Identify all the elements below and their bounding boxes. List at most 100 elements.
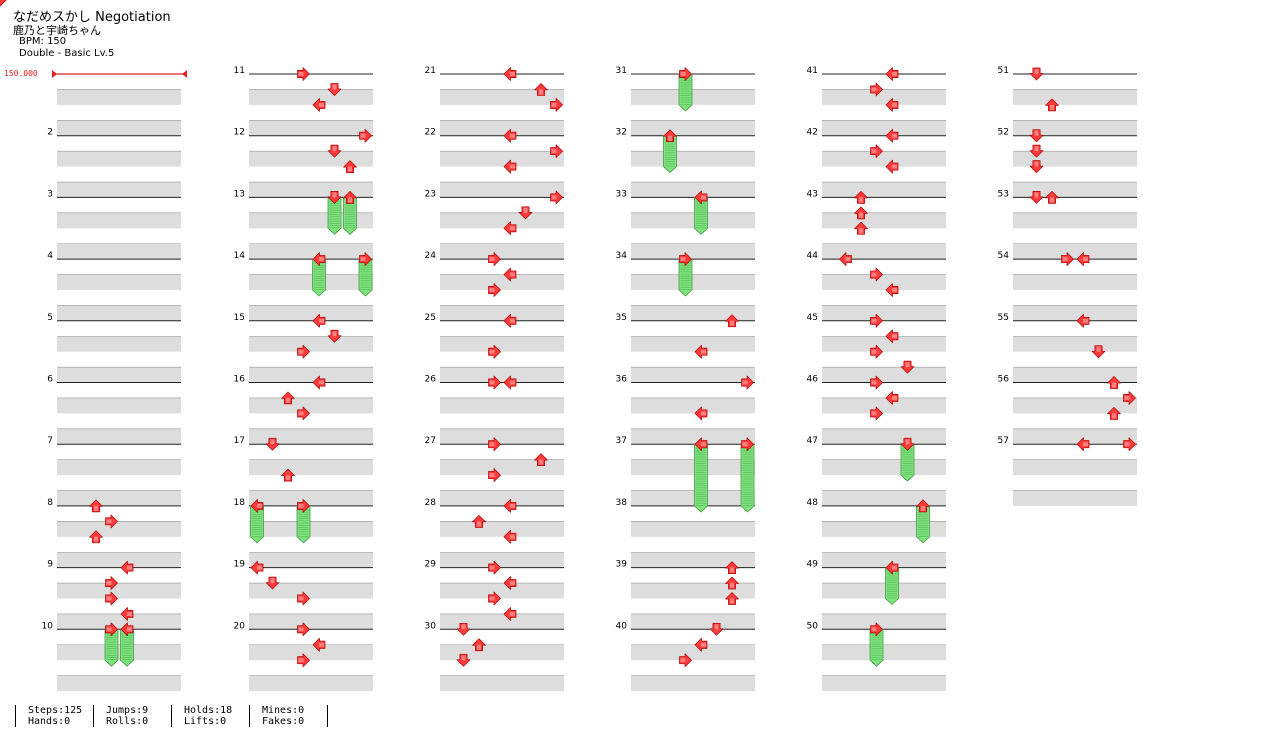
arrow-right-icon	[488, 591, 501, 606]
beat-row-band	[1013, 428, 1137, 445]
arrow-down-icon	[456, 622, 471, 636]
beat-row-band	[822, 552, 946, 568]
beat-row-band	[57, 675, 181, 692]
arrow-right-icon	[488, 252, 501, 266]
beat-row-band	[631, 552, 755, 568]
arrow-left-icon	[503, 128, 517, 143]
beat-row-band	[440, 305, 564, 321]
stats-column: Jumps:9 Rolls:0	[93, 705, 171, 727]
arrow-up-icon	[534, 83, 548, 96]
arrow-right-icon	[297, 67, 310, 81]
measure-number: 57	[998, 436, 1009, 446]
arrow-left-icon	[885, 128, 899, 143]
stats-column: Steps:125 Hands:0	[15, 705, 93, 727]
beat-row-band	[631, 613, 755, 630]
beat-row-band	[57, 120, 181, 136]
arrow-left-icon	[312, 375, 326, 390]
beat-row-band	[249, 428, 373, 445]
beat-row-band	[249, 459, 373, 476]
song-artist: 鹿乃と宇崎ちゃん	[13, 24, 101, 37]
arrow-left-icon	[694, 406, 708, 421]
beat-row-band	[57, 336, 181, 352]
arrow-right-icon	[297, 653, 310, 668]
beat-row-band	[249, 182, 373, 198]
arrow-up-icon	[725, 592, 739, 605]
beat-row-band	[822, 120, 946, 136]
beat-row-band	[249, 613, 373, 630]
measure-number: 16	[234, 375, 246, 385]
arrow-right-icon	[297, 499, 310, 513]
beat-row-band	[440, 89, 564, 105]
measure-number: 26	[425, 375, 437, 385]
beat-row-band	[631, 212, 755, 229]
beat-row-band	[57, 490, 181, 506]
beat-row-band	[1013, 367, 1137, 383]
measure-number: 53	[998, 189, 1009, 199]
bpm-marker-left-icon	[52, 70, 57, 78]
arrow-left-icon	[503, 529, 517, 544]
beat-row-band	[57, 459, 181, 476]
beat-row-band	[249, 675, 373, 692]
beat-row-band	[249, 243, 373, 260]
beat-row-band	[57, 428, 181, 445]
arrow-left-icon	[885, 560, 899, 575]
beat-row-band	[822, 305, 946, 321]
stat-mines: Mines:0	[262, 705, 305, 716]
stat-jumps: Jumps:9	[106, 705, 149, 716]
stat-fakes: Fakes:0	[262, 716, 305, 727]
beat-row-band	[440, 274, 564, 290]
measure-number: 36	[616, 375, 628, 385]
arrow-right-icon	[741, 375, 754, 390]
measure-number: 29	[425, 560, 437, 570]
beat-row-band	[822, 336, 946, 352]
arrow-left-icon	[503, 267, 517, 282]
arrow-left-icon	[839, 252, 852, 266]
arrow-right-icon	[870, 82, 883, 97]
arrow-up-icon	[281, 391, 295, 405]
arrow-up-icon	[534, 453, 548, 466]
arrow-right-icon	[488, 375, 501, 390]
arrow-left-icon	[503, 67, 517, 81]
measure-number: 17	[234, 436, 245, 446]
beat-row-band	[822, 521, 946, 537]
beat-row-band	[440, 675, 564, 692]
arrow-up-icon	[89, 499, 103, 513]
beat-row-band	[822, 89, 946, 105]
beat-row-band	[249, 644, 373, 661]
arrow-right-icon	[870, 144, 883, 158]
arrow-left-icon	[1076, 313, 1090, 328]
beat-row-band	[822, 644, 946, 661]
beat-row-band	[822, 397, 946, 414]
arrow-right-icon	[488, 437, 501, 452]
measure-number: 31	[616, 66, 627, 76]
arrow-right-icon	[488, 283, 501, 297]
arrow-down-icon	[456, 653, 471, 667]
arrow-down-icon	[327, 83, 342, 96]
arrow-left-icon	[694, 637, 708, 652]
beat-row-band	[57, 552, 181, 568]
hold-note	[312, 258, 326, 297]
arrow-up-icon	[725, 314, 739, 328]
beat-row-band	[1013, 212, 1137, 229]
arrow-up-icon	[663, 129, 677, 143]
arrow-left-icon	[694, 344, 708, 359]
beat-row-band	[440, 336, 564, 352]
beat-row-band	[440, 428, 564, 445]
bpm-marker-right-icon	[182, 70, 187, 78]
beat-row-band	[57, 397, 181, 414]
song-difficulty: Double - Basic Lv.5	[19, 48, 115, 59]
arrow-up-icon	[1045, 98, 1059, 112]
arrow-right-icon	[550, 98, 563, 112]
measure-number: 34	[616, 251, 628, 261]
arrow-down-icon	[1029, 129, 1044, 143]
arrow-down-icon	[327, 144, 342, 158]
arrow-up-icon	[725, 561, 739, 574]
arrow-left-icon	[1076, 252, 1090, 266]
beat-row-band	[631, 397, 755, 414]
measure-number: 7	[47, 436, 53, 446]
beat-row-band	[631, 428, 755, 445]
arrow-right-icon	[741, 437, 754, 452]
arrow-down-icon	[265, 576, 280, 590]
beat-row-band	[57, 305, 181, 321]
arrow-up-icon	[281, 468, 295, 482]
